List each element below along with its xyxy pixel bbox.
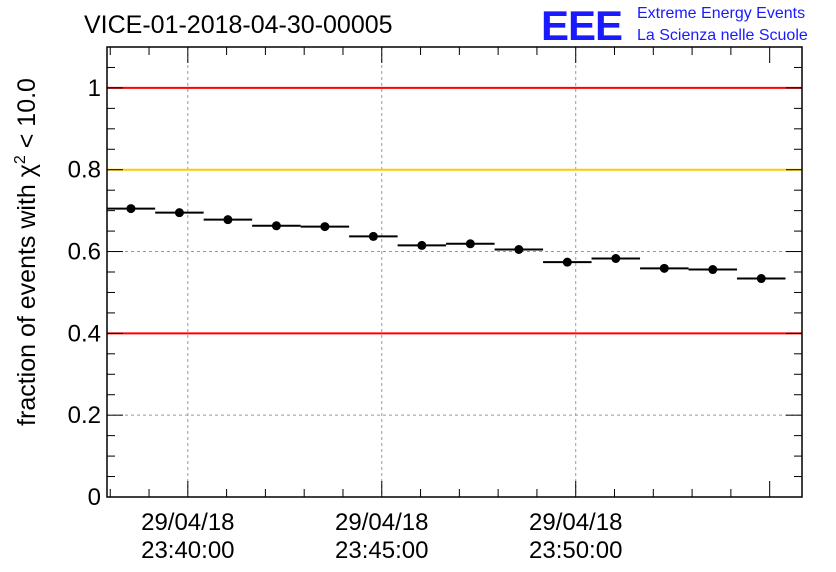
data-point [659, 263, 669, 273]
data-point [126, 204, 136, 214]
y-tick-label: 0 [88, 484, 101, 511]
eee-logo: EEE Extreme Energy Events La Scienza nel… [541, 2, 808, 49]
logo-line2: La Scienza nelle Scuole [637, 27, 808, 44]
x-tick-label-date: 29/04/18 [529, 509, 622, 536]
logo-mark: EEE [541, 2, 622, 49]
data-point [174, 208, 184, 218]
x-tick-label-time: 23:40:00 [141, 537, 234, 564]
chart-title: VICE-01-2018-04-30-00005 [84, 11, 393, 39]
y-tick-label: 1 [88, 75, 101, 102]
y-tick-label: 0.2 [68, 402, 101, 429]
data-point [223, 215, 233, 225]
plot-frame [106, 46, 803, 498]
data-point [368, 231, 378, 241]
x-tick-label-date: 29/04/18 [141, 509, 234, 536]
x-tick-label-date: 29/04/18 [335, 509, 428, 536]
data-point [514, 245, 524, 254]
logo-line1: Extreme Energy Events [637, 5, 805, 22]
data-point [562, 257, 572, 267]
data-point [708, 265, 718, 275]
x-tick-label-time: 23:50:00 [529, 537, 622, 564]
data-point [417, 240, 427, 250]
data-point [756, 274, 766, 284]
y-tick-label: 0.6 [68, 239, 101, 266]
y-axis-label: fraction of events with χ2 < 10.0 [12, 78, 41, 426]
x-tick-label-time: 23:45:00 [335, 537, 428, 564]
y-tick-label: 0.4 [68, 320, 101, 347]
y-tick-label: 0.8 [68, 157, 101, 184]
data-point [465, 239, 475, 249]
data-point [611, 254, 621, 263]
data-point [320, 222, 330, 232]
data-point [271, 221, 281, 231]
